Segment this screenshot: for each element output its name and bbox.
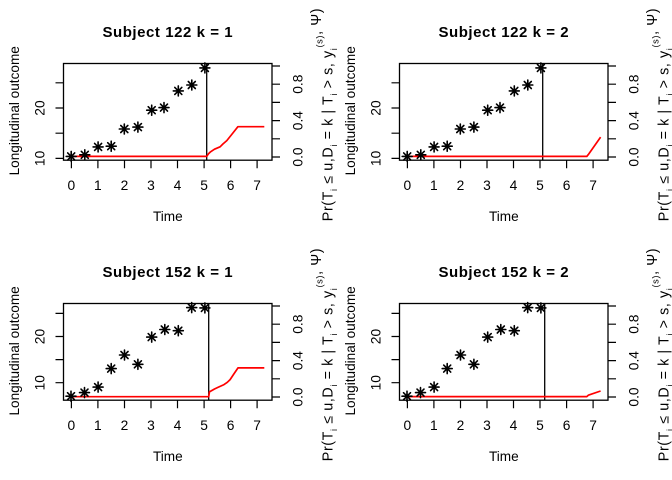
svg-text:Pr(Ti ≤ u,Di = k | Ti > s, yi(: Pr(Ti ≤ u,Di = k | Ti > s, yi(s), Ψ) bbox=[645, 8, 672, 221]
svg-text:4: 4 bbox=[174, 178, 182, 193]
svg-text:2: 2 bbox=[457, 418, 465, 433]
svg-text:0.4: 0.4 bbox=[290, 111, 305, 131]
svg-text:0.8: 0.8 bbox=[626, 74, 641, 94]
svg-text:5: 5 bbox=[536, 178, 544, 193]
svg-text:7: 7 bbox=[589, 178, 597, 193]
svg-text:6: 6 bbox=[227, 178, 235, 193]
svg-text:5: 5 bbox=[200, 418, 208, 433]
svg-text:Pr(Ti ≤ u,Di = k | Ti > s, yi(: Pr(Ti ≤ u,Di = k | Ti > s, yi(s), Ψ) bbox=[645, 248, 672, 461]
svg-text:Longitudinal outcome: Longitudinal outcome bbox=[343, 46, 358, 175]
svg-text:0: 0 bbox=[68, 178, 76, 193]
svg-text:0.4: 0.4 bbox=[290, 351, 305, 371]
svg-text:4: 4 bbox=[510, 178, 518, 193]
svg-text:Time: Time bbox=[153, 209, 183, 224]
svg-text:0.4: 0.4 bbox=[626, 351, 641, 371]
svg-text:Subject 122 k = 2: Subject 122 k = 2 bbox=[438, 24, 569, 41]
svg-text:6: 6 bbox=[227, 418, 235, 433]
svg-text:Longitudinal outcome: Longitudinal outcome bbox=[7, 46, 22, 175]
svg-text:Subject 122 k = 1: Subject 122 k = 1 bbox=[102, 24, 233, 41]
svg-text:3: 3 bbox=[483, 178, 491, 193]
svg-text:20: 20 bbox=[368, 329, 383, 345]
svg-text:Subject 152 k = 2: Subject 152 k = 2 bbox=[438, 264, 569, 281]
svg-text:7: 7 bbox=[253, 418, 261, 433]
svg-text:7: 7 bbox=[253, 178, 261, 193]
svg-text:0.0: 0.0 bbox=[626, 387, 641, 407]
svg-text:Pr(Ti ≤ u,Di = k | Ti > s, yi(: Pr(Ti ≤ u,Di = k | Ti > s, yi(s), Ψ) bbox=[309, 8, 339, 221]
svg-text:4: 4 bbox=[510, 418, 518, 433]
svg-text:0: 0 bbox=[404, 178, 412, 193]
svg-text:10: 10 bbox=[368, 375, 383, 391]
svg-text:0.8: 0.8 bbox=[290, 74, 305, 94]
svg-text:2: 2 bbox=[457, 178, 465, 193]
svg-text:Time: Time bbox=[489, 209, 519, 224]
svg-text:0.8: 0.8 bbox=[626, 314, 641, 334]
svg-text:1: 1 bbox=[94, 178, 102, 193]
svg-text:1: 1 bbox=[430, 178, 438, 193]
svg-text:3: 3 bbox=[147, 418, 155, 433]
svg-text:2: 2 bbox=[121, 418, 129, 433]
svg-text:20: 20 bbox=[32, 100, 47, 116]
svg-text:0.0: 0.0 bbox=[626, 147, 641, 167]
svg-text:20: 20 bbox=[32, 329, 47, 345]
svg-text:0.0: 0.0 bbox=[290, 147, 305, 167]
svg-text:10: 10 bbox=[32, 150, 47, 166]
svg-text:7: 7 bbox=[589, 418, 597, 433]
svg-text:6: 6 bbox=[563, 418, 571, 433]
svg-text:5: 5 bbox=[200, 178, 208, 193]
svg-text:Subject 152 k = 1: Subject 152 k = 1 bbox=[102, 264, 233, 281]
svg-text:20: 20 bbox=[368, 100, 383, 116]
svg-text:Time: Time bbox=[153, 449, 183, 464]
svg-text:Longitudinal outcome: Longitudinal outcome bbox=[7, 286, 22, 415]
svg-text:0.8: 0.8 bbox=[290, 314, 305, 334]
svg-text:2: 2 bbox=[121, 178, 129, 193]
svg-text:Pr(Ti ≤ u,Di = k | Ti > s, yi(: Pr(Ti ≤ u,Di = k | Ti > s, yi(s), Ψ) bbox=[309, 248, 339, 461]
svg-text:3: 3 bbox=[147, 178, 155, 193]
svg-text:1: 1 bbox=[430, 418, 438, 433]
svg-text:5: 5 bbox=[536, 418, 544, 433]
svg-text:3: 3 bbox=[483, 418, 491, 433]
svg-text:Time: Time bbox=[489, 449, 519, 464]
svg-text:Longitudinal outcome: Longitudinal outcome bbox=[343, 286, 358, 415]
svg-text:0: 0 bbox=[68, 418, 76, 433]
svg-text:0.0: 0.0 bbox=[290, 387, 305, 407]
svg-text:10: 10 bbox=[32, 375, 47, 391]
svg-text:6: 6 bbox=[563, 178, 571, 193]
svg-text:0: 0 bbox=[404, 418, 412, 433]
svg-text:10: 10 bbox=[368, 150, 383, 166]
svg-text:1: 1 bbox=[94, 418, 102, 433]
svg-text:0.4: 0.4 bbox=[626, 111, 641, 131]
svg-text:4: 4 bbox=[174, 418, 182, 433]
